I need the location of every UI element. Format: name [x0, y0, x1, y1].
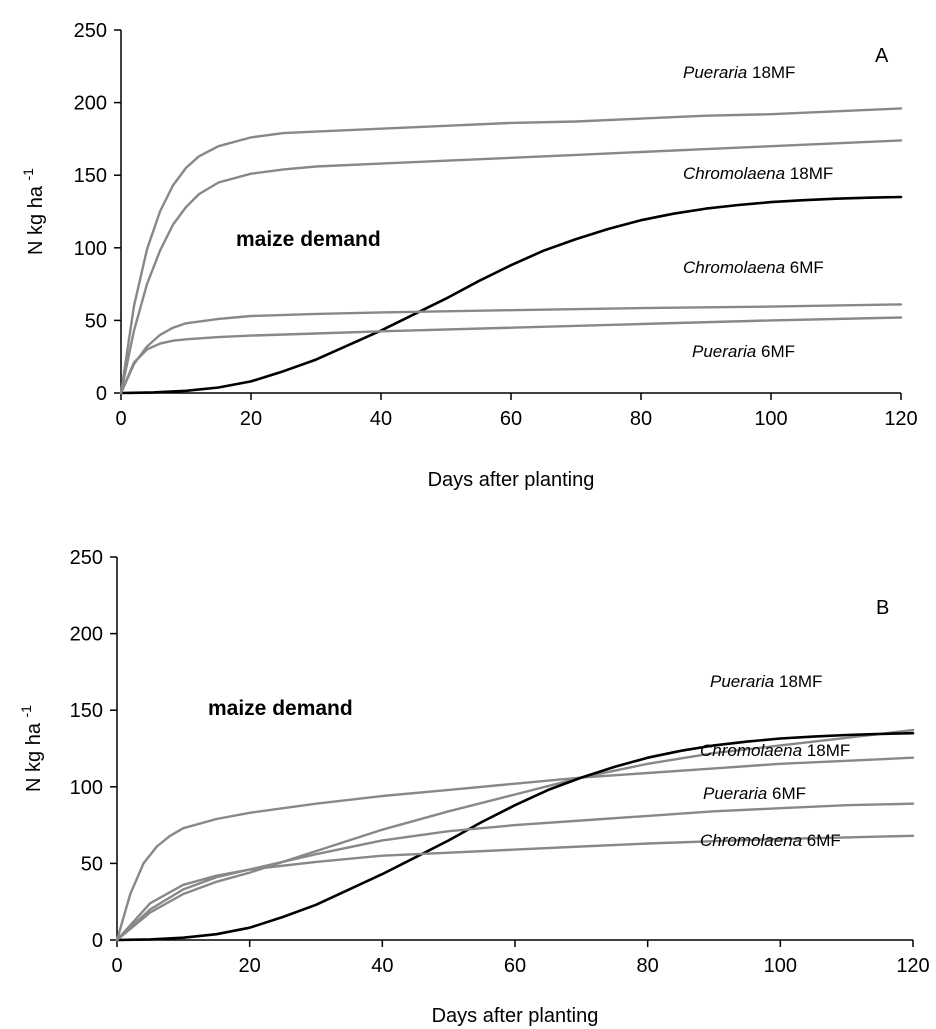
series-line-pueraria-6mf: [119, 316, 903, 395]
maize-demand-label: maize demand: [236, 228, 381, 251]
series-label-pueraria-6mf: Pueraria 6MF: [703, 784, 806, 803]
series-label-chromolaena-6mf: Chromolaena 6MF: [700, 831, 841, 850]
x-tick-label: 0: [115, 408, 126, 430]
y-tick-label: 100: [70, 777, 103, 799]
x-tick-label: 80: [630, 408, 652, 430]
y-tick-label: 150: [74, 165, 107, 187]
series-label-chromolaena-18mf: Chromolaena 18MF: [683, 164, 833, 183]
x-axis-label: Days after planting: [428, 469, 595, 491]
y-axis-label: N kg ha -1: [20, 168, 47, 255]
y-tick-label: 50: [85, 310, 107, 332]
y-tick-label: 200: [74, 93, 107, 115]
x-tick-label: 40: [371, 955, 393, 977]
y-axis-label: N kg ha -1: [18, 705, 45, 792]
series-line-chromolaena-6mf: [119, 303, 903, 395]
panel-label: A: [875, 45, 889, 67]
x-tick-label: 120: [896, 955, 929, 977]
series-label-chromolaena-6mf: Chromolaena 6MF: [683, 258, 824, 277]
x-tick-label: 20: [240, 408, 262, 430]
series-label-chromolaena-18mf: Chromolaena 18MF: [700, 741, 850, 760]
y-tick-label: 0: [92, 930, 103, 952]
y-tick-label: 250: [74, 20, 107, 42]
y-tick-label: 250: [70, 547, 103, 569]
series-label-pueraria-18mf: Pueraria 18MF: [710, 672, 822, 691]
x-tick-label: 100: [764, 955, 797, 977]
y-tick-label: 50: [81, 853, 103, 875]
x-tick-label: 120: [884, 408, 917, 430]
y-tick-label: 200: [70, 624, 103, 646]
x-tick-label: 60: [504, 955, 526, 977]
series-line-pueraria-18mf: [119, 107, 903, 395]
x-tick-label: 100: [754, 408, 787, 430]
y-tick-label: 100: [74, 238, 107, 260]
series-label-pueraria-18mf: Pueraria 18MF: [683, 63, 795, 82]
x-tick-label: 60: [500, 408, 522, 430]
x-tick-label: 20: [239, 955, 261, 977]
x-tick-label: 0: [111, 955, 122, 977]
series-line-chromolaena-18mf: [115, 756, 915, 942]
series-line-maize-demand: [119, 195, 903, 395]
chart-panel-a: 0 20 40 60 80 100 120 0 50 100 150 200 250 Days after…: [20, 20, 918, 491]
x-axis-label: Days after planting: [432, 1005, 599, 1027]
y-tick-label: 0: [96, 383, 107, 405]
x-tick-label: 40: [370, 408, 392, 430]
maize-demand-label: maize demand: [208, 697, 353, 720]
series-line-maize-demand: [115, 731, 915, 942]
panel-label: B: [876, 597, 889, 619]
y-tick-label: 150: [70, 700, 103, 722]
series-line-chromolaena-6mf: [115, 834, 915, 942]
series-line-pueraria-6mf: [115, 802, 915, 942]
series-label-pueraria-6mf: Pueraria 6MF: [692, 342, 795, 361]
chart-panel-b: 0 20 40 60 80 100 120 0 50 100 150 200 250 Days after…: [18, 547, 930, 1027]
series-line-pueraria-18mf: [115, 728, 915, 942]
x-tick-label: 80: [637, 955, 659, 977]
series-line-chromolaena-18mf: [119, 139, 903, 395]
